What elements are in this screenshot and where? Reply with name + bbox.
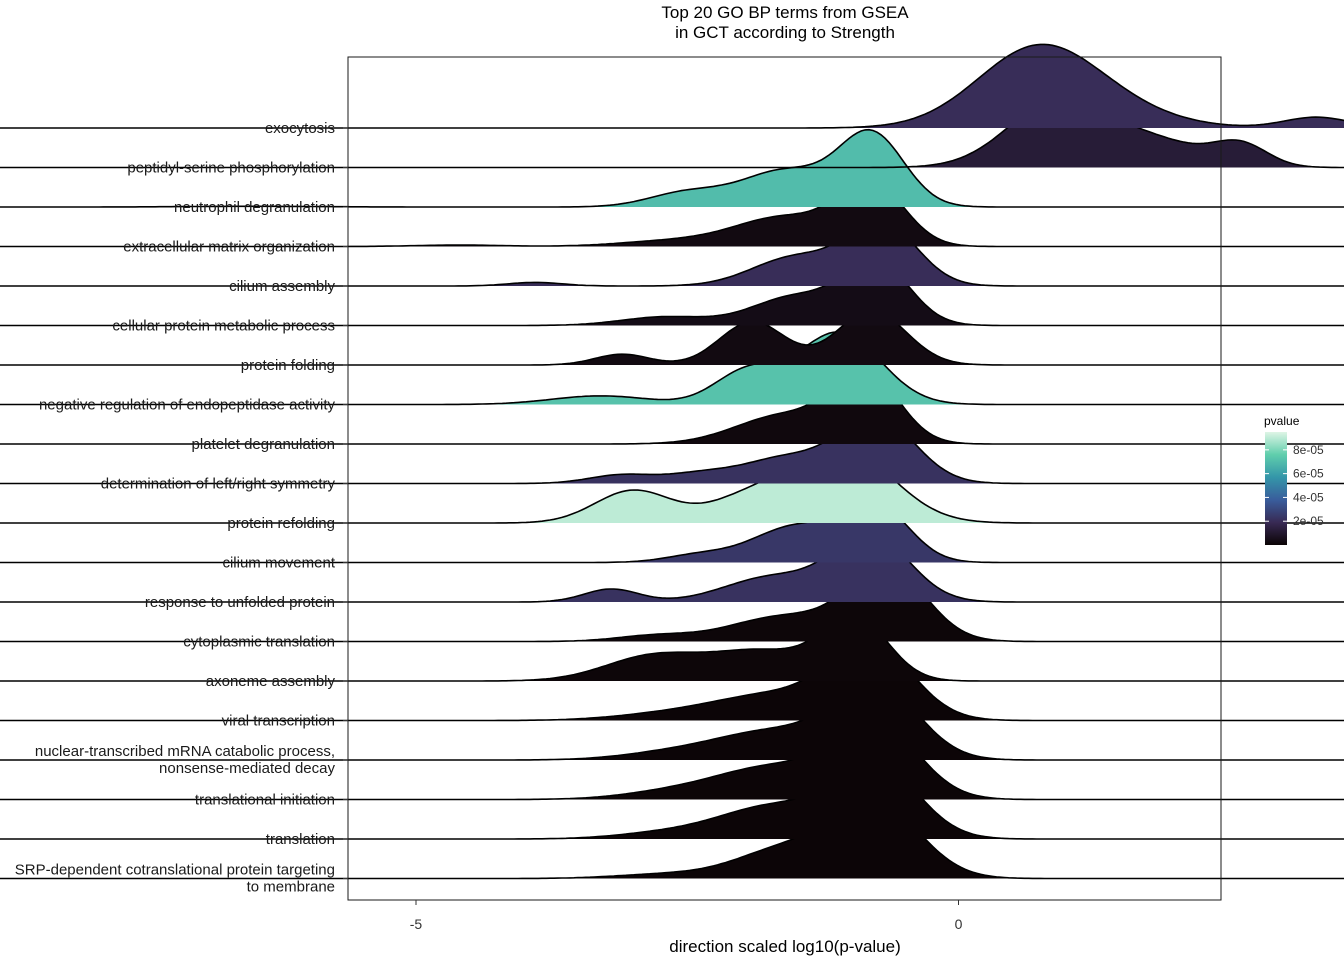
ridge-13 [0, 564, 1344, 643]
ridge-outline [0, 760, 1344, 840]
ridge-4 [0, 219, 1344, 287]
ridge-3 [0, 178, 1344, 248]
chart-title-line-1: Top 20 GO BP terms from GSEA [661, 3, 909, 22]
y-tick-label: translation [266, 831, 335, 848]
ridge-outline [0, 128, 1344, 208]
legend-tick-label: 6e-05 [1293, 467, 1324, 481]
y-tick-label: exocytosis [265, 120, 335, 137]
pvalue-legend: pvalue 8e-05 6e-05 4e-05 2e-05 [1264, 414, 1324, 545]
ridge-outline [0, 500, 1344, 564]
y-tick-label: response to unfolded protein [145, 594, 335, 611]
y-tick-label: protein refolding [227, 515, 335, 532]
ridge-2 [0, 128, 1344, 208]
ridge-outline [0, 310, 1344, 366]
ridge-outline [0, 532, 1344, 603]
ridge-11 [0, 500, 1344, 564]
ridge-outline [0, 640, 1344, 722]
y-tick-label: determination of left/right symmetry [101, 476, 336, 493]
legend-tick-label: 4e-05 [1293, 490, 1324, 504]
ridge-0 [0, 43, 1344, 129]
x-axis-title: direction scaled log10(p-value) [669, 937, 901, 956]
ridge-8 [0, 367, 1344, 445]
y-axis-labels: exocytosis peptidyl-serine phosphorylatio… [15, 120, 348, 896]
ridge-5 [0, 258, 1344, 327]
ridge-15 [0, 640, 1344, 722]
y-tick-label: cilium assembly [229, 278, 335, 295]
y-tick-label: protein folding [241, 357, 335, 374]
legend-title: pvalue [1264, 414, 1300, 428]
y-tick-label: axoneme assembly [206, 673, 336, 690]
ridge-outline [0, 415, 1344, 485]
legend-tick-label: 8e-05 [1293, 443, 1324, 457]
ridge-19 [0, 800, 1344, 880]
ridge-outline [0, 800, 1344, 880]
ridge-7 [0, 331, 1344, 406]
ridge-10 [0, 447, 1344, 524]
ridge-outline [0, 718, 1344, 801]
ridge-fill [0, 44, 1344, 128]
ridge-17 [0, 718, 1344, 801]
legend-colorbar [1265, 432, 1287, 545]
y-tick-label: nonsense-mediated decay [159, 760, 335, 777]
ridge-fill [0, 448, 1344, 523]
ridge-outline [0, 258, 1344, 327]
y-tick-label: neutrophil degranulation [174, 199, 335, 216]
ridge-outline [0, 178, 1344, 248]
ridge-12 [0, 532, 1344, 603]
ridge-outline [0, 680, 1344, 761]
ridge-outline [0, 331, 1344, 406]
x-tick-label: -5 [410, 916, 423, 932]
y-tick-label: to membrane [247, 879, 335, 896]
ridge-outline [0, 367, 1344, 445]
ridges [0, 43, 1344, 880]
x-tick-label: 0 [955, 916, 963, 932]
y-tick-label: viral transcription [222, 713, 335, 730]
x-axis: -10-50 [410, 900, 963, 932]
ridge-18 [0, 760, 1344, 840]
ridge-16 [0, 680, 1344, 761]
y-tick-label: cilium movement [222, 555, 335, 572]
y-tick-label: extracellular matrix organization [123, 239, 335, 256]
y-tick-label: cytoplasmic translation [183, 634, 335, 651]
ridge-14 [0, 613, 1344, 682]
y-tick-label: negative regulation of endopeptidase act… [39, 397, 336, 414]
ridge-fill [0, 614, 1344, 681]
y-tick-label: cellular protein metabolic process [112, 318, 335, 335]
y-tick-label: translational initiation [195, 792, 335, 809]
ridge-9 [0, 415, 1344, 485]
ridge-outline [0, 447, 1344, 524]
ridge-outline [0, 564, 1344, 643]
chart-title: Top 20 GO BP terms from GSEA in GCT acco… [661, 3, 909, 42]
y-tick-label: nuclear-transcribed mRNA catabolic proce… [35, 743, 335, 760]
y-tick-label: peptidyl-serine phosphorylation [127, 160, 335, 177]
ridge-outline [0, 219, 1344, 287]
ridge-outline [0, 613, 1344, 682]
legend-tick-label: 2e-05 [1293, 514, 1324, 528]
y-tick-label: SRP-dependent cotranslational protein ta… [15, 862, 335, 879]
ridge-fill [0, 98, 1344, 168]
plot-panel-border [347, 56, 1222, 901]
ridge-6 [0, 310, 1344, 366]
ridge-outline [0, 43, 1344, 129]
y-tick-label: platelet degranulation [192, 436, 335, 453]
chart-title-line-2: in GCT according to Strength [675, 23, 895, 42]
